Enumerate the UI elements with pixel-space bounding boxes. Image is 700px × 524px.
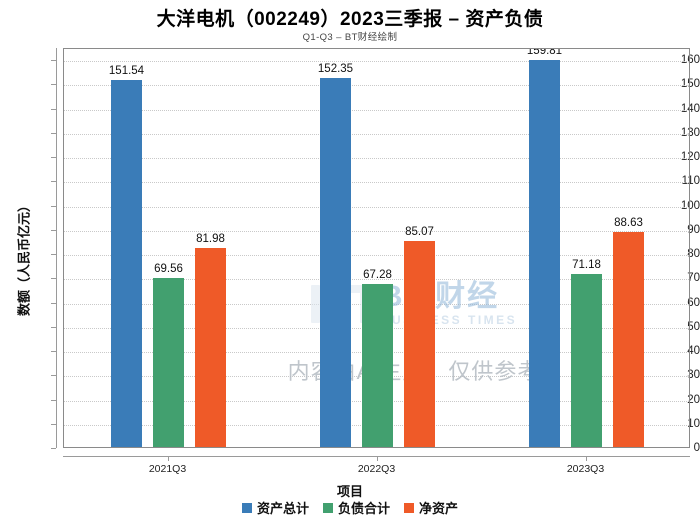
bar-value-label: 159.81 bbox=[526, 48, 563, 57]
y-tick-label: 130 bbox=[680, 126, 700, 139]
y-tick-label: 10 bbox=[687, 417, 700, 430]
y-tick-label: 120 bbox=[680, 151, 700, 164]
y-tick-mark bbox=[51, 132, 56, 134]
y-tick-mark bbox=[51, 399, 56, 401]
y-tick-mark bbox=[51, 375, 56, 377]
x-tick-mark bbox=[376, 456, 378, 461]
legend-item[interactable]: 资产总计 bbox=[241, 498, 309, 517]
y-tick-mark bbox=[51, 278, 56, 280]
x-tick-label: 2021Q3 bbox=[148, 463, 187, 475]
y-tick-mark bbox=[51, 254, 56, 256]
gridline bbox=[64, 206, 689, 208]
y-tick-label: 100 bbox=[680, 199, 700, 212]
plot-area: BT 财经 BUSINESS TIMES 内容由AI生成，仅供参考 151.54… bbox=[63, 48, 690, 448]
y-tick-mark bbox=[51, 351, 56, 353]
bar bbox=[195, 248, 226, 447]
bar-value-label: 85.07 bbox=[405, 225, 434, 238]
y-tick-label: 110 bbox=[681, 175, 700, 188]
y-tick-mark bbox=[51, 60, 56, 62]
y-tick-label: 40 bbox=[687, 345, 700, 358]
y-tick-mark bbox=[51, 84, 56, 86]
bar-value-label: 67.28 bbox=[363, 268, 392, 281]
y-tick-label: 150 bbox=[680, 78, 700, 91]
y-tick-label: 20 bbox=[687, 393, 700, 406]
y-tick-label: 160 bbox=[680, 54, 700, 67]
y-tick-label: 90 bbox=[687, 223, 700, 236]
legend-item[interactable]: 净资产 bbox=[404, 498, 458, 517]
y-tick-label: 70 bbox=[687, 272, 700, 285]
y-tick-label: 30 bbox=[687, 369, 700, 382]
chart-subtitle: Q1-Q3 – BT财经绘制 bbox=[302, 32, 398, 43]
gridline bbox=[64, 255, 689, 257]
y-tick-mark bbox=[51, 205, 56, 207]
gridline bbox=[64, 230, 689, 232]
legend-item[interactable]: 负债合计 bbox=[322, 498, 390, 517]
y-tick-mark bbox=[51, 157, 56, 159]
gridline bbox=[64, 85, 689, 87]
x-tick-label: 2023Q3 bbox=[566, 463, 605, 475]
gridline bbox=[64, 61, 689, 63]
bar bbox=[111, 79, 142, 447]
y-tick-mark bbox=[51, 448, 56, 449]
y-tick-mark bbox=[51, 423, 56, 425]
bar bbox=[404, 240, 435, 447]
legend-label: 净资产 bbox=[419, 501, 459, 516]
gridline bbox=[64, 182, 689, 184]
y-tick-label: 140 bbox=[680, 102, 700, 115]
y-axis-spine bbox=[56, 48, 57, 448]
gridline bbox=[64, 133, 689, 135]
x-axis-title: 项目 bbox=[336, 484, 363, 499]
bar bbox=[613, 232, 644, 447]
legend-swatch-icon bbox=[322, 502, 333, 513]
legend-swatch-icon bbox=[241, 502, 252, 513]
gridline bbox=[64, 158, 689, 160]
bar-value-label: 71.18 bbox=[572, 259, 601, 272]
legend-swatch-icon bbox=[404, 502, 414, 513]
y-tick-mark bbox=[51, 326, 56, 328]
chart-title: 大洋电机（002249）2023三季报 – 资产负债 bbox=[156, 9, 544, 30]
bar-value-label: 69.56 bbox=[154, 263, 183, 276]
y-tick-mark bbox=[51, 181, 56, 183]
y-tick-label: 50 bbox=[687, 320, 700, 333]
gridline bbox=[64, 109, 689, 111]
y-tick-label: 0 bbox=[693, 442, 700, 454]
y-axis-title: 数额（人民币亿元） bbox=[16, 199, 32, 317]
bar bbox=[571, 274, 602, 447]
bar bbox=[153, 278, 184, 447]
bar bbox=[529, 59, 560, 447]
legend-label: 负债合计 bbox=[337, 501, 390, 516]
y-tick-mark bbox=[51, 229, 56, 231]
bar-value-label: 151.54 bbox=[108, 64, 145, 77]
bar-value-label: 81.98 bbox=[196, 233, 225, 246]
x-tick-mark bbox=[585, 456, 587, 461]
y-tick-label: 80 bbox=[687, 248, 700, 261]
y-tick-mark bbox=[51, 302, 56, 304]
legend-label: 资产总计 bbox=[256, 501, 309, 516]
bar bbox=[320, 77, 351, 447]
x-tick-label: 2022Q3 bbox=[357, 463, 396, 475]
legend: 资产总计 负债合计 净资产 bbox=[0, 498, 700, 517]
x-tick-mark bbox=[167, 456, 169, 461]
bar-value-label: 88.63 bbox=[614, 217, 643, 230]
y-tick-label: 60 bbox=[687, 296, 700, 309]
y-tick-mark bbox=[51, 108, 56, 110]
bar-value-label: 152.35 bbox=[317, 62, 354, 75]
bar-value-labels: 151.54 69.56 81.98 152.35 67.28 85.07 159.81 71… bbox=[64, 49, 689, 447]
gridline bbox=[64, 279, 689, 281]
